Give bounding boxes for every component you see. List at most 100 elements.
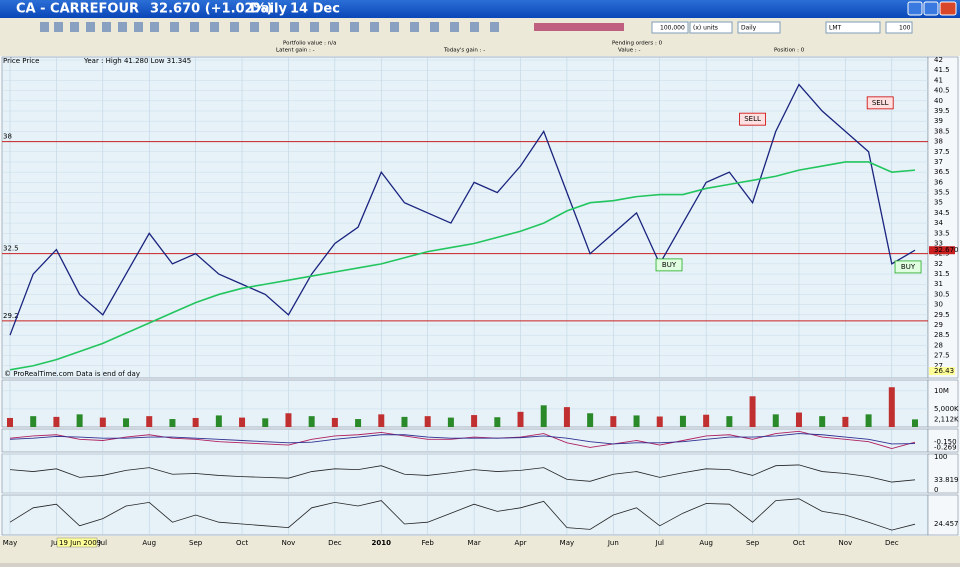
y-tick-label: 39 [934, 117, 943, 125]
tool-icon[interactable] [40, 22, 49, 32]
tool-icon[interactable] [350, 22, 359, 32]
panel [1, 494, 929, 536]
current-price-box [929, 246, 955, 255]
cursor-date-box [56, 537, 98, 548]
rsi-last-label: 33.819 [934, 476, 959, 484]
x-tick-label: Dec [328, 539, 342, 547]
tool-icon[interactable] [470, 22, 479, 32]
y-tick-label: 32 [934, 260, 943, 268]
volume-bar [308, 416, 315, 427]
tool-icon[interactable] [134, 22, 143, 32]
volume-bar [99, 417, 106, 427]
axis-panel [927, 494, 959, 536]
y-tick-label: 29.5 [934, 311, 950, 319]
signal-box [866, 96, 894, 110]
quantity-input[interactable] [651, 21, 689, 34]
volume-bar [912, 419, 918, 427]
tool-icon[interactable] [290, 22, 299, 32]
tool-icon[interactable] [118, 22, 127, 32]
volume-bar [865, 414, 872, 427]
timeframe-value: Daily [741, 25, 757, 32]
volume-bar [424, 416, 431, 427]
volume-bar [726, 416, 733, 427]
info-text: Latent gain : - [276, 48, 315, 54]
volume-bar [76, 414, 83, 427]
info-bar [0, 38, 960, 56]
x-tick-label: Mar [467, 539, 480, 547]
tool-icon[interactable] [250, 22, 259, 32]
volume-bar [471, 415, 478, 427]
price-line [9, 83, 916, 336]
volume-bar [146, 416, 153, 427]
y-tick-label: 41 [934, 76, 943, 84]
tool-icon[interactable] [270, 22, 279, 32]
horizontal-line-label: 32.5 [3, 245, 19, 253]
tool-icon[interactable] [70, 22, 79, 32]
timeframe-select[interactable] [737, 21, 781, 34]
y-tick-label: 27.5 [934, 352, 950, 360]
volume-bar [447, 417, 454, 427]
axis-panel [927, 56, 959, 379]
stochastic-line [9, 498, 916, 531]
volume-bar [795, 412, 802, 427]
minimize-button[interactable] [907, 1, 923, 16]
volume-bar [749, 396, 756, 427]
order-type-select[interactable] [825, 21, 881, 34]
quantity-value: 100,000 [660, 25, 685, 32]
x-tick-label: Sep [746, 539, 760, 547]
volume-bar [7, 417, 13, 427]
rsi-tick-label: 100 [934, 453, 947, 461]
volume-bar [610, 416, 617, 427]
tool-icon[interactable] [210, 22, 219, 32]
tool-icon[interactable] [190, 22, 199, 32]
toolbar [0, 18, 960, 38]
macd-line [9, 433, 916, 445]
y-tick-label: 42 [934, 56, 943, 64]
tool-icon[interactable] [390, 22, 399, 32]
signal-label: SELL [744, 115, 761, 123]
x-tick-label: Jul [98, 539, 108, 547]
toolbar-icons [40, 22, 624, 32]
x-tick-label: Jun [607, 539, 619, 547]
tool-icon[interactable] [330, 22, 339, 32]
y-tick-label: 40.5 [934, 87, 950, 95]
y-tick-label: 35 [934, 199, 943, 207]
tool-icon[interactable] [490, 22, 499, 32]
y-tick-label: 38 [934, 138, 943, 146]
footnote: © ProRealTime.com Data is end of day [4, 370, 140, 378]
tool-icon[interactable] [370, 22, 379, 32]
tool-icon[interactable] [86, 22, 95, 32]
volume-bar [517, 411, 524, 427]
tool-icon[interactable] [230, 22, 239, 32]
tool-icon[interactable] [54, 22, 63, 32]
volume-bar [169, 419, 176, 427]
x-tick-label: 2010 [372, 539, 392, 547]
x-tick-label: Dec [885, 539, 899, 547]
unit-select[interactable] [689, 21, 733, 34]
tool-icon[interactable] [150, 22, 159, 32]
tool-icon[interactable] [410, 22, 419, 32]
volume-bar [888, 387, 895, 427]
y-tick-label: 30.5 [934, 290, 950, 298]
y-tick-label: 36.5 [934, 168, 950, 176]
axis-panel [927, 428, 959, 453]
volume-bar [192, 417, 199, 427]
tool-icon[interactable] [310, 22, 319, 32]
limit-input[interactable] [885, 21, 913, 34]
tool-icon[interactable] [170, 22, 179, 32]
signal-label: BUY [662, 261, 677, 269]
volume-bar [819, 416, 826, 427]
maximize-button[interactable] [923, 1, 939, 16]
y-tick-label: 36 [934, 178, 943, 186]
moving-average-line [9, 161, 916, 371]
tool-icon[interactable] [450, 22, 459, 32]
tool-icon[interactable] [430, 22, 439, 32]
volume-bar [494, 417, 501, 427]
color-palette[interactable] [534, 23, 624, 31]
volume-bar [772, 414, 779, 427]
volume-bar [842, 416, 849, 427]
y-tick-label: 27 [934, 362, 943, 370]
tool-icon[interactable] [102, 22, 111, 32]
close-button[interactable] [939, 1, 957, 16]
